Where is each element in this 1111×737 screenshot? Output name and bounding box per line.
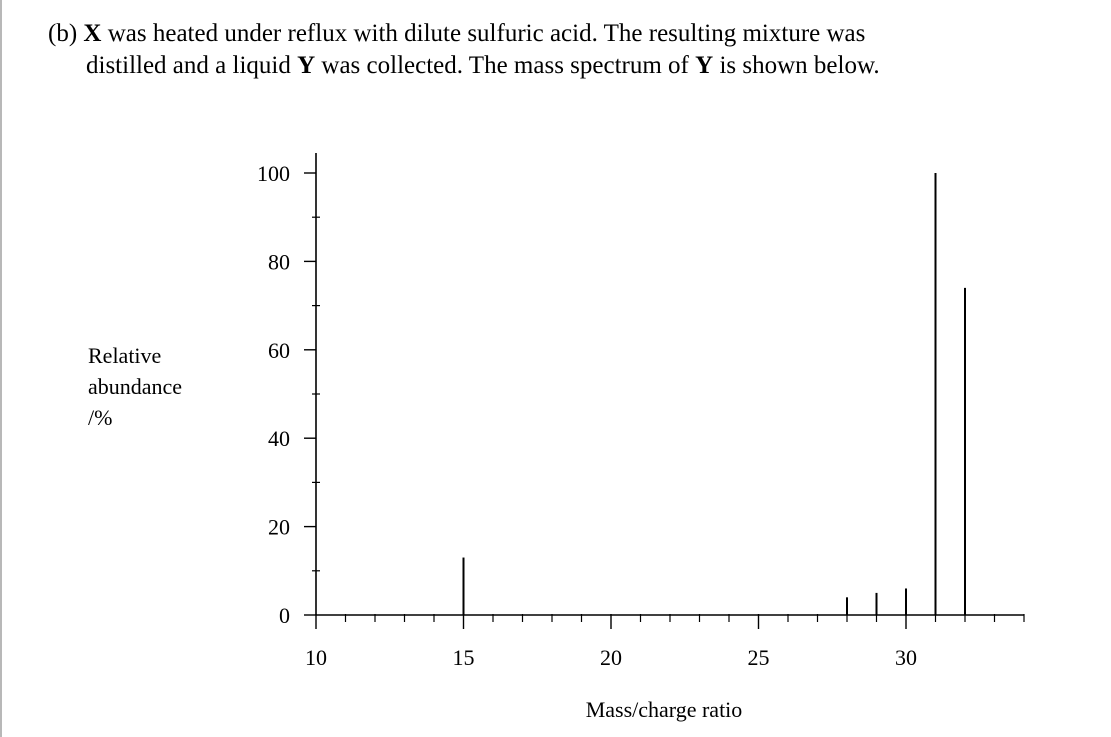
x-tick-label: 25 <box>748 645 770 670</box>
question-line-1: (b) X was heated under reflux with dilut… <box>48 18 880 50</box>
y-axis-label-line-3: /% <box>88 405 113 430</box>
left-margin-rule <box>0 0 2 737</box>
y-tick-label: 20 <box>268 515 290 540</box>
y-tick-label: 40 <box>268 426 290 451</box>
compound-y-2: Y <box>695 52 714 79</box>
question-text-a: was heated under reflux with dilute sulf… <box>107 20 866 47</box>
compound-y: Y <box>297 52 316 79</box>
y-axis-label: Relative abundance /% <box>88 340 182 433</box>
question-part: (b) <box>48 20 78 47</box>
x-tick-label: 15 <box>453 645 475 670</box>
x-tick-label: 10 <box>305 645 327 670</box>
y-tick-label: 100 <box>257 161 290 186</box>
y-axis-label-line-1: Relative <box>88 343 162 368</box>
x-axis-label: Mass/charge ratio <box>585 697 743 722</box>
compound-x: X <box>83 20 102 47</box>
question-text-c: was collected. The mass spectrum of <box>321 52 689 79</box>
y-tick-label: 0 <box>279 603 290 628</box>
y-tick-label: 80 <box>268 249 290 274</box>
question-text-b: distilled and a liquid <box>86 52 291 79</box>
question-text: (b) X was heated under reflux with dilut… <box>48 18 880 82</box>
question-text-d: is shown below. <box>719 52 880 79</box>
x-tick-label: 30 <box>895 645 917 670</box>
x-tick-label: 20 <box>600 645 622 670</box>
y-tick-label: 60 <box>268 338 290 363</box>
y-axis-label-line-2: abundance <box>88 374 183 399</box>
question-line-2: distilled and a liquid Y was collected. … <box>48 50 880 82</box>
